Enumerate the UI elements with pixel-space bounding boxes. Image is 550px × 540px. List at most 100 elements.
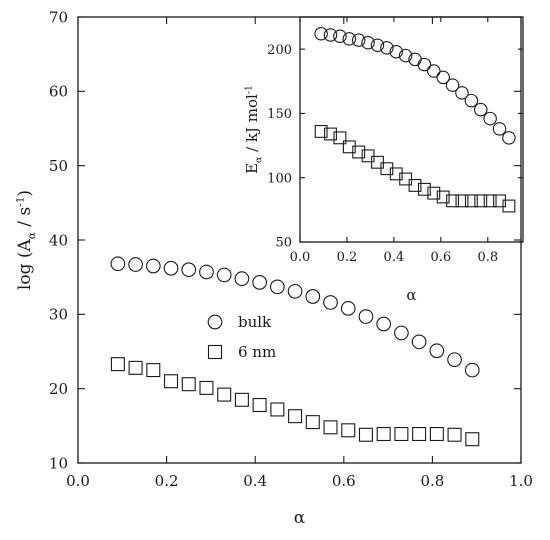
inset-plot-frame [299, 16, 524, 243]
inset-y-tick-label: 150 [267, 107, 292, 122]
inset-point-series-0 [464, 93, 479, 108]
inset-point-series-1 [380, 162, 394, 176]
main-y-axis-label-part: / s [15, 207, 35, 232]
inset-point-series-0 [333, 29, 347, 44]
inset-point-series-0 [483, 111, 497, 126]
main-point-series-1 [234, 392, 249, 407]
main-point-series-0 [323, 295, 338, 310]
main-x-tick-label: 0.2 [155, 472, 179, 490]
main-y-tick-label: 70 [49, 8, 68, 26]
inset-point-series-0 [323, 28, 338, 42]
inset-point-series-1 [389, 167, 403, 181]
main-x-tick-label: 0.0 [66, 472, 90, 490]
main-point-series-0 [447, 352, 462, 368]
main-point-series-0 [411, 334, 427, 350]
main-point-series-0 [270, 279, 285, 295]
inset-point-series-0 [361, 35, 375, 50]
inset-x-tick-label: 0.8 [477, 250, 498, 265]
main-point-series-0 [199, 264, 214, 280]
main-y-tick-label: 30 [49, 306, 68, 324]
legend-marker-1 [207, 344, 223, 360]
main-point-series-1 [412, 426, 427, 442]
main-y-axis-label-part: -1 [15, 197, 27, 207]
main-point-series-1 [146, 363, 161, 378]
main-point-series-1 [288, 409, 303, 424]
main-point-series-0 [429, 343, 445, 359]
main-x-tick-label: 0.4 [243, 472, 267, 490]
inset-point-series-1 [427, 186, 441, 200]
inset-y-tick-label: 100 [267, 171, 292, 186]
inset-point-series-0 [370, 38, 385, 53]
inset-y-axis-label-part: E [243, 163, 261, 174]
inset-point-series-1 [436, 190, 450, 204]
legend-marker-0 [207, 314, 223, 330]
main-point-series-0 [145, 258, 161, 274]
main-point-series-0 [181, 262, 197, 278]
main-point-series-1 [341, 423, 356, 438]
legend-label-0: bulk [238, 313, 272, 331]
main-point-series-1 [305, 415, 320, 430]
main-point-series-0 [358, 309, 374, 324]
inset-point-series-1 [314, 124, 328, 138]
inset-x-axis-label: α [406, 286, 416, 304]
inset-point-series-0 [351, 33, 366, 47]
main-point-series-1 [128, 360, 143, 375]
inset-point-series-0 [445, 78, 460, 92]
main-y-axis-label-part: ) [15, 190, 35, 197]
inset-point-series-1 [493, 194, 506, 208]
inset-point-series-0 [473, 102, 488, 117]
inset-y-axis-label: Eα / kJ mol-1 [243, 85, 265, 174]
main-point-series-0 [128, 257, 143, 272]
inset-point-series-1 [502, 199, 516, 213]
inset-point-series-1 [408, 178, 422, 192]
inset-y-axis-label-part: α [254, 156, 265, 163]
main-x-tick-label: 1.0 [509, 472, 533, 490]
inset-point-series-0 [389, 44, 403, 59]
inset-point-series-1 [324, 127, 337, 141]
main-point-series-1 [164, 374, 179, 389]
inset-x-tick-label: 0.6 [430, 250, 451, 265]
main-y-axis-label-part: α [26, 232, 38, 239]
inset-x-tick-label: 0.2 [337, 250, 358, 265]
main-point-series-1 [110, 357, 125, 372]
inset-point-series-0 [398, 48, 413, 63]
main-y-tick-label: 60 [49, 83, 68, 101]
inset-y-tick-label: 200 [267, 43, 292, 58]
inset-x-tick-label: 0.4 [384, 250, 405, 265]
main-point-series-1 [394, 426, 409, 442]
main-point-series-1 [376, 426, 391, 442]
main-y-tick-label: 40 [49, 231, 68, 249]
inset-point-series-0 [417, 57, 432, 72]
main-point-series-0 [287, 283, 303, 299]
inset-point-series-0 [455, 86, 469, 100]
main-point-series-1 [323, 420, 338, 435]
inset-point-series-1 [483, 194, 497, 208]
inset-y-tick-label: 50 [275, 236, 292, 251]
main-point-series-0 [376, 316, 392, 332]
main-y-axis-label: log (Aα / s-1) [15, 190, 39, 290]
inset-y-axis-label-part: / kJ mol [243, 94, 261, 157]
main-point-series-0 [340, 301, 356, 316]
main-point-series-0 [163, 260, 179, 276]
inset-point-series-1 [342, 140, 356, 154]
inset-x-tick-label: 0.0 [290, 250, 311, 265]
inset-point-series-0 [342, 32, 357, 46]
inset-point-series-1 [474, 194, 488, 208]
inset-point-series-0 [436, 70, 450, 85]
main-y-tick-label: 10 [49, 454, 68, 472]
inset-y-axis-label-part: -1 [243, 85, 254, 94]
legend-label-1: 6 nm [238, 343, 276, 361]
inset-point-series-1 [417, 182, 431, 196]
inset-point-series-0 [314, 26, 328, 41]
main-point-series-0 [394, 325, 409, 341]
main-point-series-1 [199, 380, 214, 395]
inset-point-series-0 [427, 64, 441, 78]
inset-point-series-0 [492, 122, 507, 136]
inset-point-series-1 [333, 131, 347, 145]
main-y-tick-label: 50 [49, 157, 68, 175]
main-x-tick-label: 0.8 [420, 472, 444, 490]
